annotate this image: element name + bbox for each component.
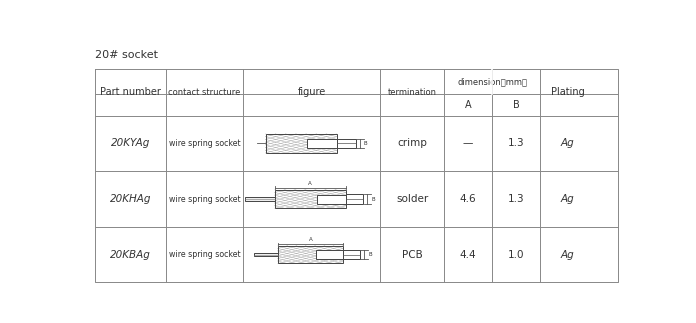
FancyBboxPatch shape [343, 250, 361, 259]
Text: Part number: Part number [100, 87, 161, 97]
Text: wire spring socket: wire spring socket [168, 250, 240, 259]
Text: B: B [371, 197, 374, 202]
Text: 4.6: 4.6 [460, 194, 477, 204]
Text: PCB: PCB [402, 250, 422, 260]
FancyBboxPatch shape [315, 250, 343, 259]
Text: Ag: Ag [561, 194, 575, 204]
Text: 1.3: 1.3 [508, 194, 525, 204]
Text: 4.4: 4.4 [460, 250, 477, 260]
Text: termination: termination [388, 88, 436, 97]
Text: 20KYAg: 20KYAg [111, 139, 150, 149]
Text: B: B [368, 252, 372, 257]
Text: A: A [465, 100, 471, 110]
Text: B: B [364, 141, 367, 146]
FancyBboxPatch shape [337, 139, 356, 148]
Text: 1.3: 1.3 [508, 139, 525, 149]
Text: wire spring socket: wire spring socket [168, 194, 240, 203]
FancyBboxPatch shape [254, 253, 278, 256]
Text: Plating: Plating [551, 87, 585, 97]
Text: A: A [308, 181, 313, 186]
Text: —: — [463, 139, 473, 149]
Text: crimp: crimp [397, 139, 427, 149]
Text: Ag: Ag [561, 139, 575, 149]
Text: 20KBAg: 20KBAg [110, 250, 151, 260]
Text: 20# socket: 20# socket [95, 50, 158, 60]
FancyBboxPatch shape [307, 139, 337, 148]
Text: contact structure: contact structure [168, 88, 241, 97]
Text: Ag: Ag [561, 250, 575, 260]
FancyBboxPatch shape [346, 194, 363, 204]
FancyBboxPatch shape [317, 195, 346, 203]
Text: dimension（mm）: dimension（mm） [457, 77, 527, 86]
Text: figure: figure [298, 87, 326, 97]
Text: A: A [308, 237, 313, 242]
Text: B: B [513, 100, 520, 110]
Text: wire spring socket: wire spring socket [168, 139, 240, 148]
Text: 1.0: 1.0 [508, 250, 525, 260]
Text: solder: solder [396, 194, 428, 204]
Text: 20KHAg: 20KHAg [110, 194, 151, 204]
FancyBboxPatch shape [245, 197, 275, 201]
